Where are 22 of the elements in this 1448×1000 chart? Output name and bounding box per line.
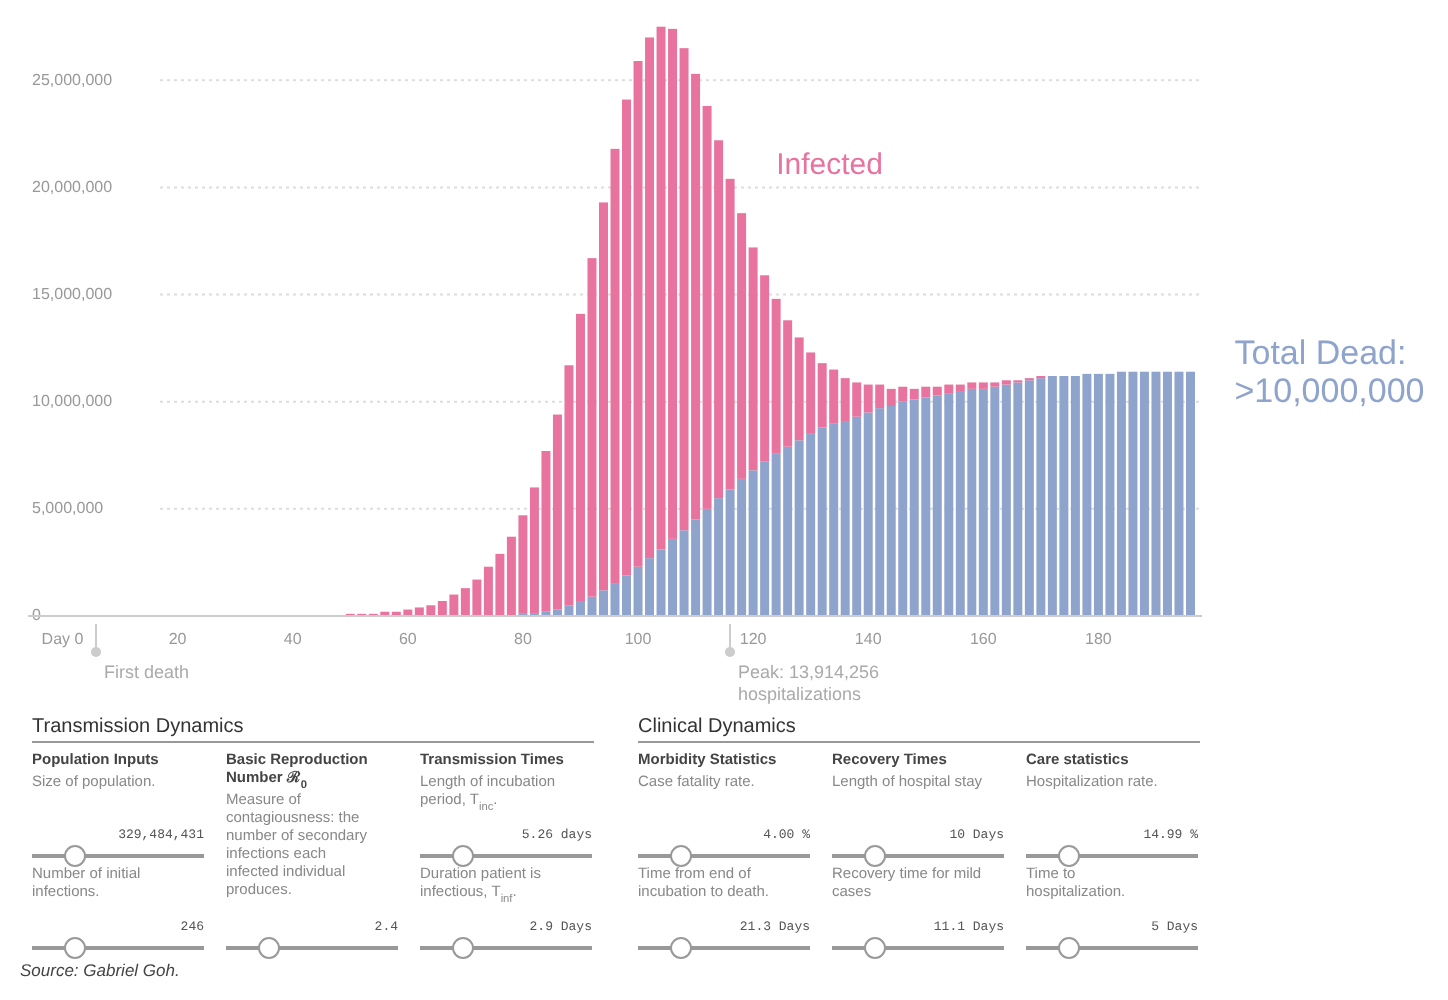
- x-tick-label: 140: [854, 630, 883, 648]
- text: Peak: 13,914,256 hospitalizations: [738, 662, 880, 704]
- y-tick-label: 20,000,000: [32, 177, 114, 196]
- x-tick-label: Day 0: [41, 630, 85, 648]
- x-tick-label: 40: [283, 630, 303, 648]
- text: Clinical Dynamics: [638, 716, 796, 738]
- x-tick-label: 80: [514, 630, 533, 648]
- y-tick-label: 5,000,000: [32, 499, 105, 518]
- source-note: Source: Gabriel Goh.: [20, 960, 180, 980]
- x-tick-label: 120: [739, 630, 768, 648]
- y-tick-label: 25,000,000: [32, 70, 114, 89]
- x-tick-label: 180: [1085, 630, 1113, 648]
- y-tick-label: 15,000,000: [32, 284, 114, 303]
- text: Transmission Dynamics: [32, 716, 244, 738]
- x-tick-label: 60: [398, 630, 418, 648]
- series-label: Infected: [776, 148, 883, 183]
- text: First death: [104, 662, 190, 682]
- x-tick-label: 20: [168, 630, 188, 648]
- x-tick-label: 160: [969, 630, 998, 648]
- x-tick-label: 100: [624, 630, 653, 648]
- series-label: Total Dead: >10,000,000: [1234, 333, 1425, 410]
- y-tick-label: 10,000,000: [32, 391, 114, 410]
